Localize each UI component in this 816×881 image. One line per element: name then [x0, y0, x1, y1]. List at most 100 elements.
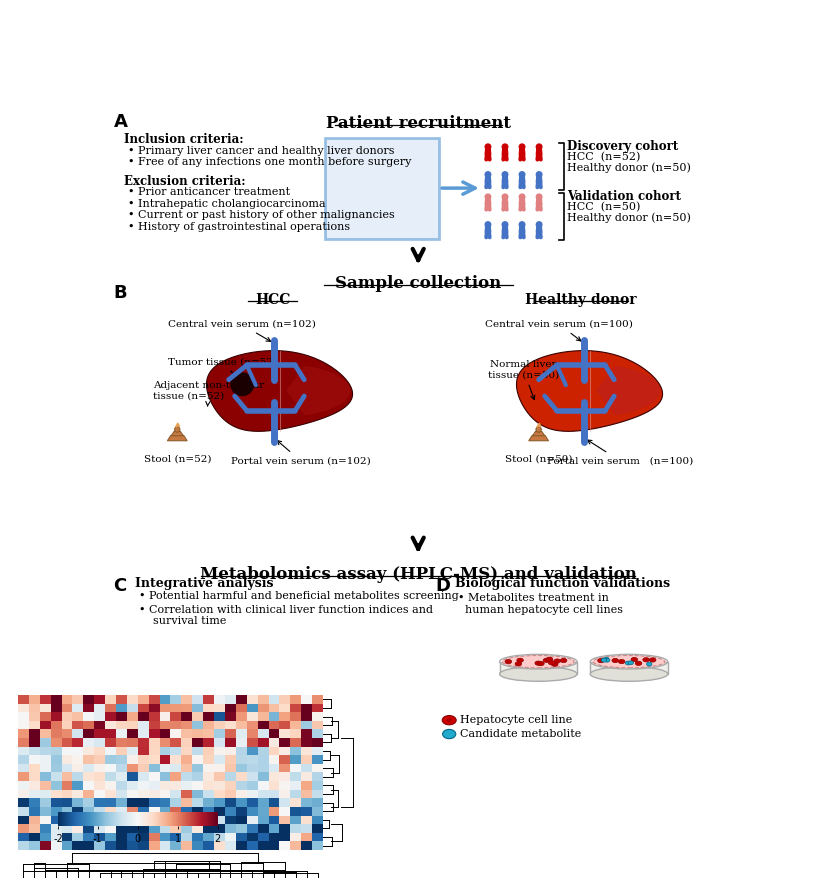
Text: B: B: [113, 285, 127, 302]
Text: Validation cohort: Validation cohort: [567, 189, 681, 203]
Text: HCC  (n=52): HCC (n=52): [567, 152, 641, 162]
Ellipse shape: [442, 715, 456, 725]
Circle shape: [536, 222, 542, 227]
Circle shape: [175, 427, 180, 433]
Polygon shape: [536, 149, 542, 154]
Ellipse shape: [619, 660, 625, 663]
Circle shape: [502, 144, 508, 150]
Text: • Current or past history of other malignancies: • Current or past history of other malig…: [128, 211, 395, 220]
Circle shape: [519, 194, 525, 200]
Circle shape: [536, 172, 542, 177]
Polygon shape: [486, 149, 490, 154]
Text: Sample collection: Sample collection: [335, 275, 501, 292]
Ellipse shape: [502, 655, 575, 669]
FancyBboxPatch shape: [326, 138, 439, 239]
Polygon shape: [519, 176, 525, 182]
Ellipse shape: [537, 663, 539, 664]
Ellipse shape: [604, 657, 609, 661]
Ellipse shape: [554, 659, 561, 663]
Ellipse shape: [546, 657, 552, 662]
Text: Biological function validations: Biological function validations: [455, 577, 670, 590]
Ellipse shape: [650, 658, 656, 663]
Text: A: A: [113, 114, 127, 131]
Ellipse shape: [625, 661, 631, 665]
Ellipse shape: [446, 718, 452, 722]
Polygon shape: [171, 432, 184, 436]
Ellipse shape: [553, 663, 556, 665]
Ellipse shape: [517, 663, 520, 664]
Polygon shape: [502, 226, 508, 233]
Circle shape: [486, 194, 490, 200]
Ellipse shape: [633, 659, 636, 660]
Text: Healthy donor: Healthy donor: [526, 292, 636, 307]
Polygon shape: [486, 176, 490, 182]
Ellipse shape: [535, 661, 542, 665]
Circle shape: [502, 172, 508, 177]
Ellipse shape: [597, 658, 604, 663]
Ellipse shape: [562, 660, 565, 662]
Ellipse shape: [590, 667, 667, 681]
Circle shape: [519, 172, 525, 177]
Ellipse shape: [539, 663, 543, 664]
Ellipse shape: [620, 661, 623, 663]
Text: Normal liver
tissue (n=50): Normal liver tissue (n=50): [488, 360, 559, 400]
Polygon shape: [286, 366, 350, 415]
Ellipse shape: [635, 662, 642, 665]
Text: Healthy donor (n=50): Healthy donor (n=50): [567, 163, 691, 174]
Polygon shape: [206, 351, 353, 432]
Ellipse shape: [637, 663, 640, 664]
Ellipse shape: [519, 660, 521, 661]
Ellipse shape: [631, 657, 637, 662]
Circle shape: [486, 222, 490, 227]
Polygon shape: [536, 226, 542, 233]
Ellipse shape: [556, 660, 559, 662]
Polygon shape: [502, 176, 508, 182]
Ellipse shape: [643, 657, 650, 662]
Ellipse shape: [517, 658, 523, 663]
Ellipse shape: [605, 658, 610, 663]
Ellipse shape: [550, 662, 553, 663]
Polygon shape: [536, 176, 542, 182]
Polygon shape: [519, 198, 525, 204]
Text: • Primary liver cancer and healthy liver donors: • Primary liver cancer and healthy liver…: [128, 145, 395, 156]
Ellipse shape: [515, 662, 521, 666]
Polygon shape: [536, 198, 542, 204]
Polygon shape: [517, 351, 663, 432]
Text: Portal vein serum   (n=100): Portal vein serum (n=100): [547, 440, 693, 465]
Text: Central vein serum (n=100): Central vein serum (n=100): [486, 320, 633, 341]
Text: • Metabolites treatment in
  human hepatocyte cell lines: • Metabolites treatment in human hepatoc…: [459, 593, 623, 615]
Text: Healthy donor (n=50): Healthy donor (n=50): [567, 212, 691, 223]
Circle shape: [519, 222, 525, 227]
Text: HCC: HCC: [255, 292, 290, 307]
Ellipse shape: [442, 729, 456, 738]
Polygon shape: [486, 198, 490, 204]
Polygon shape: [167, 435, 187, 440]
Text: Tumor tissue (n=52): Tumor tissue (n=52): [168, 357, 277, 381]
Text: • Intrahepatic cholangiocarcinoma: • Intrahepatic cholangiocarcinoma: [128, 199, 326, 209]
Text: Inclusion criteria:: Inclusion criteria:: [124, 133, 243, 146]
Ellipse shape: [612, 658, 619, 663]
Text: Central vein serum (n=102): Central vein serum (n=102): [167, 320, 316, 341]
Ellipse shape: [646, 663, 652, 666]
Text: Portal vein serum (n=102): Portal vein serum (n=102): [231, 440, 370, 465]
Polygon shape: [519, 149, 525, 154]
Ellipse shape: [545, 660, 548, 661]
Text: D: D: [435, 577, 450, 595]
Polygon shape: [519, 226, 525, 233]
FancyBboxPatch shape: [499, 662, 577, 674]
Text: • History of gastrointestinal operations: • History of gastrointestinal operations: [128, 222, 351, 232]
Ellipse shape: [505, 660, 512, 663]
Ellipse shape: [645, 659, 647, 661]
Text: Adjacent non-tumour
tissue (n=52): Adjacent non-tumour tissue (n=52): [153, 381, 264, 406]
Ellipse shape: [628, 661, 633, 665]
Text: Patient recruitment: Patient recruitment: [326, 115, 511, 132]
Text: • Free of any infections one month before surgery: • Free of any infections one month befor…: [128, 158, 412, 167]
Text: Stool (n=50): Stool (n=50): [505, 455, 572, 463]
Text: C: C: [113, 577, 126, 595]
Polygon shape: [502, 198, 508, 204]
Ellipse shape: [552, 663, 558, 666]
FancyBboxPatch shape: [590, 662, 667, 674]
Ellipse shape: [538, 662, 544, 666]
Ellipse shape: [600, 660, 602, 662]
Ellipse shape: [548, 661, 555, 665]
